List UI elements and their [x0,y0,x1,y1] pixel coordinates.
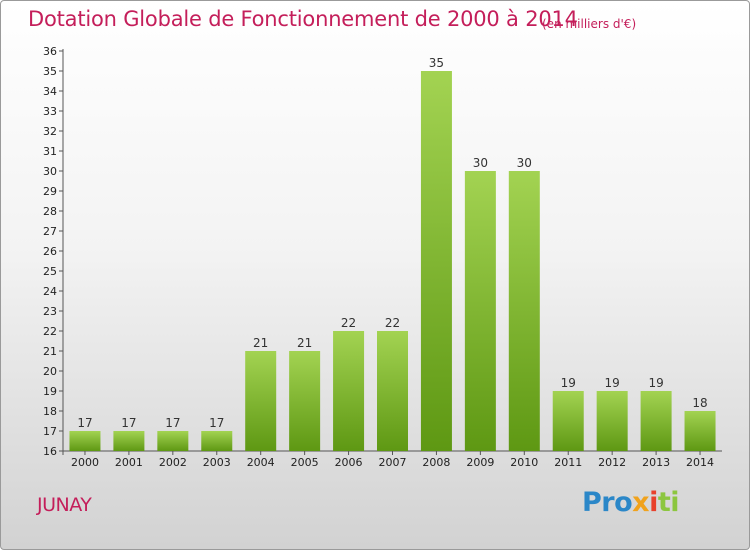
y-tick-label: 24 [43,285,57,298]
bar-2001 [113,431,145,451]
bar-value-label: 17 [165,416,180,430]
logo-part-4: ti [657,487,680,518]
bar-value-label: 30 [473,156,488,170]
y-tick-label: 23 [43,305,57,318]
x-tick-label: 2012 [598,456,626,469]
x-tick-label: 2008 [422,456,450,469]
y-tick-label: 27 [43,225,57,238]
y-tick-label: 30 [43,165,57,178]
bar-value-label: 17 [77,416,92,430]
bar-2011 [552,391,584,451]
y-tick-label: 29 [43,185,57,198]
bar-2004 [245,351,277,451]
bar-2010 [508,171,540,451]
bar-2003 [201,431,233,451]
y-axis: 16 17 18 19 20 21 22 23 24 25 26 27 28 29 30 31 32 33 34 35… [43,45,64,458]
y-tick-label: 32 [43,125,57,138]
y-tick-label: 34 [43,85,57,98]
x-tick-label: 2001 [115,456,143,469]
x-tick-label: 2011 [554,456,582,469]
bars-group: 17 17 17 17 21 21 22 22 35 30 30 19 19 19 18 [69,56,716,451]
bar-value-label: 22 [385,316,400,330]
y-tick-label: 22 [43,325,57,338]
y-tick-label: 33 [43,105,57,118]
x-tick-label: 2002 [159,456,187,469]
bar-value-label: 35 [429,56,444,70]
x-tick-label: 2000 [71,456,99,469]
unit-note: (en milliers d'€) [542,17,637,31]
bar-value-label: 21 [253,336,268,350]
bar-2007 [377,331,408,451]
y-tick-label: 19 [43,385,57,398]
bar-value-label: 22 [341,316,356,330]
bar-value-label: 18 [692,396,707,410]
bar-value-label: 30 [517,156,532,170]
logo-part-1: Pro [582,487,633,518]
bar-2013 [640,391,672,451]
x-tick-label: 2006 [335,456,363,469]
chart-title: Dotation Globale de Fonctionnement de 20… [28,7,578,31]
bar-value-label: 17 [121,416,136,430]
city-name: JUNAY [37,494,92,516]
x-tick-label: 2003 [203,456,231,469]
y-tick-label: 20 [43,365,57,378]
y-tick-label: 36 [43,45,57,58]
bar-2014 [684,411,716,451]
x-tick-label: 2005 [291,456,319,469]
x-tick-label: 2014 [686,456,714,469]
x-tick-label: 2004 [247,456,275,469]
y-tick-label: 25 [43,265,57,278]
bar-value-label: 19 [561,376,576,390]
bar-2005 [289,351,321,451]
bar-value-label: 19 [648,376,663,390]
logo-part-3: i [649,487,658,518]
bar-2000 [69,431,101,451]
y-tick-label: 26 [43,245,57,258]
bar-2008 [420,71,452,451]
bar-value-label: 17 [209,416,224,430]
bar-2002 [157,431,189,451]
bar-2006 [333,331,365,451]
y-tick-label: 18 [43,405,57,418]
x-tick-label: 2010 [510,456,538,469]
y-tick-label: 16 [43,445,57,458]
y-tick-label: 28 [43,205,57,218]
bar-2009 [464,171,496,451]
proxiti-logo[interactable]: Proxiti [582,487,680,518]
y-tick-label: 21 [43,345,57,358]
y-tick-label: 31 [43,145,57,158]
x-axis: 2000 2001 2002 2003 2004 2005 2006 2007 2008 2009… [63,450,722,469]
y-tick-label: 35 [43,65,57,78]
x-tick-label: 2009 [466,456,494,469]
bar-value-label: 21 [297,336,312,350]
bar-2012 [596,391,628,451]
bar-value-label: 19 [605,376,620,390]
x-tick-label: 2013 [642,456,670,469]
logo-part-2: x [632,487,650,518]
y-tick-label: 17 [43,425,57,438]
x-tick-label: 2007 [379,456,407,469]
